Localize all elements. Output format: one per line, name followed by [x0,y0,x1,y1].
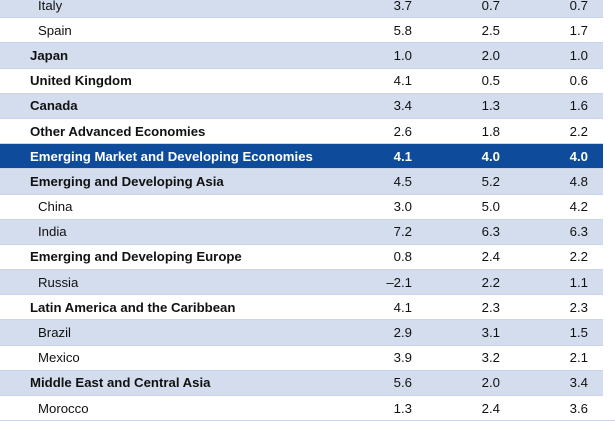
row-label: Emerging and Developing Europe [30,249,242,265]
value-cell-2: 4.0 [481,148,500,164]
value-cell-1: 2.9 [393,325,412,341]
row-label: China [38,199,73,215]
table-row-group: Canada 3.4 1.3 1.6 [0,93,615,119]
table-row-country: Brazil 2.9 3.1 1.5 [0,320,615,346]
value-cell-1: 3.7 [393,0,412,13]
table-row-country: Mexico 3.9 3.2 2.1 [0,346,615,371]
row-label: Russia [38,274,79,290]
value-cell-1: 7.2 [393,224,412,240]
table-row-group: Middle East and Central Asia 5.6 2.0 3.4 [0,370,615,396]
table-row-country: Italy 3.7 0.7 0.7 [0,0,615,19]
value-cell-3: 4.2 [569,199,588,215]
value-cell-1: 0.8 [393,249,412,265]
value-cell-3: 3.4 [569,375,588,391]
row-label: United Kingdom [30,73,132,89]
value-cell-1: –2.1 [386,274,412,290]
value-cell-2: 3.2 [481,350,500,366]
value-cell-2: 2.0 [481,47,500,63]
value-cell-3: 2.2 [569,123,588,139]
table-row-group: United Kingdom 4.1 0.5 0.6 [0,69,615,94]
value-cell-1: 1.0 [393,47,412,63]
value-cell-3: 4.0 [569,148,588,164]
value-cell-1: 5.6 [393,375,412,391]
value-cell-1: 4.1 [393,73,412,89]
value-cell-2: 2.4 [481,249,500,265]
value-cell-2: 6.3 [481,224,500,240]
table-row-group: Japan 1.0 2.0 1.0 [0,43,615,69]
value-cell-3: 3.6 [569,400,588,416]
row-label: Other Advanced Economies [30,123,206,139]
row-label: Emerging Market and Developing Economies [30,148,313,164]
row-label: Morocco [38,400,89,416]
value-cell-3: 4.8 [569,173,588,189]
table-row-group: Emerging and Developing Europe 0.8 2.4 2.2 [0,245,615,271]
row-label: Spain [38,22,72,38]
value-cell-2: 2.4 [481,400,500,416]
table-row-group: Other Advanced Economies 2.6 1.8 2.2 [0,119,615,145]
value-cell-1: 4.1 [393,299,412,315]
page-edge [603,0,615,410]
row-label: Emerging and Developing Asia [30,173,224,189]
table-row-country: Morocco 1.3 2.4 3.6 [0,396,615,421]
value-cell-1: 4.5 [393,173,412,189]
table-row-group: Emerging and Developing Asia 4.5 5.2 4.8 [0,169,615,195]
value-cell-2: 0.7 [481,0,500,13]
value-cell-1: 1.3 [393,400,412,416]
table-row-highlight: Emerging Market and Developing Economies… [0,144,615,170]
value-cell-3: 2.1 [569,350,588,366]
row-label: Latin America and the Caribbean [30,299,236,315]
value-cell-3: 1.0 [569,47,588,63]
row-label: Japan [30,47,69,63]
value-cell-3: 1.1 [569,274,588,290]
value-cell-3: 1.5 [569,325,588,341]
value-cell-3: 6.3 [569,224,588,240]
value-cell-3: 0.7 [569,0,588,13]
value-cell-2: 5.2 [481,173,500,189]
value-cell-3: 2.2 [569,249,588,265]
value-cell-2: 2.2 [481,274,500,290]
value-cell-2: 3.1 [481,325,500,341]
row-label: Italy [38,0,63,13]
table-row-country: Russia –2.1 2.2 1.1 [0,270,615,296]
value-cell-3: 0.6 [569,73,588,89]
value-cell-1: 4.1 [393,148,412,164]
value-cell-1: 5.8 [393,22,412,38]
value-cell-2: 1.3 [481,98,500,114]
value-cell-2: 1.8 [481,123,500,139]
row-label: Brazil [38,325,71,341]
value-cell-3: 1.7 [569,22,588,38]
table-row-country: India 7.2 6.3 6.3 [0,219,615,245]
table-row-country: Spain 5.8 2.5 1.7 [0,18,615,44]
value-cell-1: 3.0 [393,199,412,215]
row-label: Mexico [38,350,80,366]
value-cell-2: 2.5 [481,22,500,38]
value-cell-3: 1.6 [569,98,588,114]
value-cell-1: 2.6 [393,123,412,139]
row-label: India [38,224,67,240]
value-cell-2: 2.3 [481,299,500,315]
value-cell-2: 2.0 [481,375,500,391]
value-cell-1: 3.4 [393,98,412,114]
value-cell-2: 5.0 [481,199,500,215]
row-label: Canada [30,98,78,114]
value-cell-1: 3.9 [393,350,412,366]
value-cell-3: 2.3 [569,299,588,315]
table-row-group: Latin America and the Caribbean 4.1 2.3 2.3 [0,295,615,321]
row-label: Middle East and Central Asia [30,375,211,391]
table-row-country: China 3.0 5.0 4.2 [0,195,615,220]
value-cell-2: 0.5 [481,73,500,89]
